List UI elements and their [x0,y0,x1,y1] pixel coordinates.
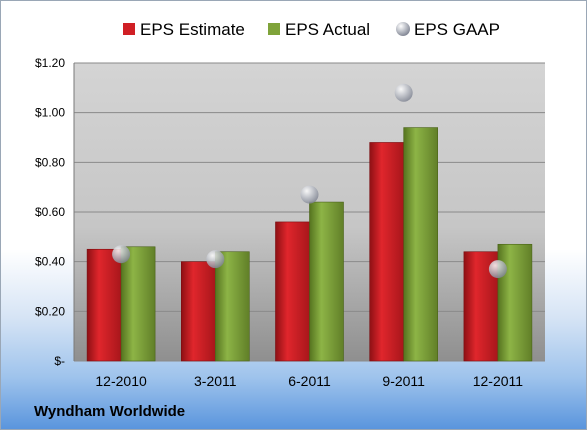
x-tick-label: 6-2011 [288,373,331,389]
legend-swatch-eps-estimate [123,23,135,35]
point-eps-gaap [112,245,131,264]
bar-eps-actual [309,201,344,362]
legend: EPS Estimate EPS Actual EPS GAAP [123,20,500,39]
y-tick-label: $0.60 [35,205,65,219]
bar-eps-actual [215,251,250,362]
legend-swatch-eps-actual [268,23,280,35]
point-eps-gaap [488,260,507,279]
gaap-points [112,83,507,279]
point-eps-gaap [206,250,225,269]
x-tick-label: 12-2010 [95,373,147,389]
bar-eps-actual [120,246,156,362]
y-tick-label: $1.20 [35,56,65,70]
bar-eps-estimate [369,142,405,362]
bar-eps-estimate [181,261,216,362]
y-tick-label: $- [54,354,65,368]
legend-label: EPS GAAP [414,20,500,39]
y-tick-label: $0.40 [35,255,65,269]
x-tick-label: 9-2011 [382,373,425,389]
x-tick-label: 12-2011 [473,373,524,389]
bar-eps-actual [403,127,439,362]
company-name: Wyndham Worldwide [34,403,186,420]
bar-eps-estimate [86,248,122,362]
y-axis: $- $0.20 $0.40 $0.60 $0.80 $1.00 $1.20 [35,56,75,368]
y-tick-label: $1.00 [35,106,65,120]
point-eps-gaap [300,185,319,204]
legend-label: EPS Actual [285,20,370,39]
bar-eps-estimate [275,221,310,362]
point-eps-gaap [394,83,413,102]
x-axis: 12-2010 3-2011 6-2011 9-2011 12-2011 [95,373,523,389]
legend-swatch-eps-gaap [396,22,410,36]
x-tick-label: 3-2011 [194,373,237,389]
bars [86,127,533,362]
y-tick-label: $0.20 [35,304,65,318]
y-tick-label: $0.80 [35,155,65,169]
legend-label: EPS Estimate [140,20,245,39]
